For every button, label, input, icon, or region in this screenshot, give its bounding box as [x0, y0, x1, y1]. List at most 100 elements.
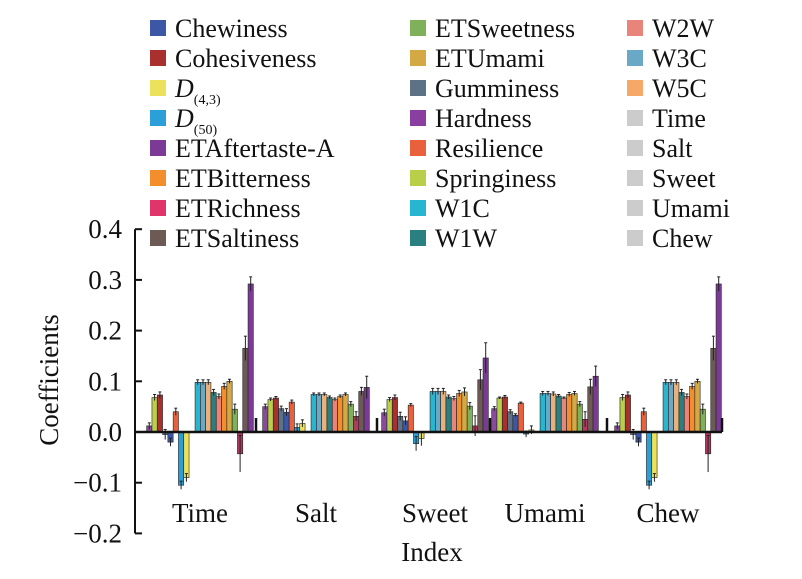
- bar-time: [205, 382, 212, 433]
- bar-time: [210, 392, 217, 433]
- legend-swatch: [627, 50, 643, 66]
- legend-swatch: [150, 20, 166, 36]
- bar-umami: [550, 393, 557, 433]
- bar-time: [183, 431, 190, 478]
- legend-label: Gumminess: [435, 74, 559, 103]
- bar-umami: [491, 408, 498, 433]
- legend-swatch: [410, 80, 426, 96]
- legend-label: Chewiness: [175, 14, 288, 43]
- legend-label: ETRichness: [175, 194, 301, 223]
- bar-umami: [507, 411, 514, 433]
- legend-swatch: [150, 230, 166, 246]
- legend-label: Chew: [652, 224, 713, 253]
- bar-sweet: [391, 397, 398, 433]
- x-tick-label: Chew: [637, 498, 700, 528]
- bar-time: [200, 382, 206, 433]
- legend-swatch: [150, 110, 166, 126]
- bars: [146, 276, 722, 490]
- legend-swatch: [627, 200, 643, 216]
- legend: ChewinessCohesivenessD(4,3)D(50)ETAftert…: [150, 14, 730, 253]
- bar-time: [221, 386, 228, 433]
- bar-umami: [545, 393, 551, 433]
- x-axis-label: Index: [401, 537, 463, 567]
- bar-salt: [272, 397, 279, 433]
- bar-umami: [566, 394, 573, 433]
- legend-label: ETSaltiness: [175, 224, 299, 253]
- legend-label: ETBitterness: [175, 164, 311, 193]
- y-tick-label: 0.4: [88, 214, 122, 244]
- y-tick-label: 0.1: [88, 366, 122, 396]
- bar-chew: [662, 382, 669, 433]
- legend-swatch: [627, 110, 643, 126]
- legend-swatch: [150, 200, 166, 216]
- bar-sweet: [407, 404, 414, 433]
- legend-label: W2W: [652, 14, 715, 43]
- bar-chew: [668, 382, 674, 433]
- bar-umami: [501, 396, 508, 433]
- bar-salt: [288, 401, 295, 433]
- legend-label: ETUmami: [435, 44, 545, 73]
- bar-time: [156, 394, 163, 433]
- bar-sweet: [450, 398, 457, 433]
- legend-label: Time: [652, 104, 706, 133]
- legend-swatch: [150, 50, 166, 66]
- legend-swatch: [627, 140, 643, 156]
- legend-label: D(50): [174, 104, 217, 138]
- legend-label: ETAftertaste-A: [175, 134, 335, 163]
- legend-label: W1W: [435, 224, 498, 253]
- legend-swatch: [410, 230, 426, 246]
- x-tick-label: Umami: [505, 498, 586, 528]
- bar-chew: [689, 386, 696, 433]
- bar-salt: [310, 394, 317, 433]
- bar-salt: [326, 397, 333, 433]
- bar-chew: [678, 392, 685, 433]
- y-tick-label: −0.2: [73, 518, 122, 548]
- y-tick-label: 0.0: [88, 417, 122, 447]
- bar-umami: [512, 414, 519, 433]
- legend-swatch: [410, 50, 426, 66]
- bar-salt: [316, 394, 322, 433]
- bar-umami: [555, 395, 562, 433]
- bar-sweet: [429, 391, 436, 433]
- bar-chew: [683, 396, 690, 433]
- bar-time: [215, 396, 222, 433]
- legend-swatch: [150, 170, 166, 186]
- y-tick-label: −0.1: [73, 468, 122, 498]
- bar-sweet: [461, 391, 468, 433]
- legend-label: ETSweetness: [435, 14, 575, 43]
- bar-chew: [673, 382, 680, 433]
- legend-swatch: [410, 110, 426, 126]
- bar-salt: [267, 399, 274, 433]
- legend-swatch: [410, 170, 426, 186]
- bar-umami: [576, 403, 583, 433]
- bar-umami: [517, 402, 524, 433]
- bar-sweet: [456, 393, 463, 433]
- legend-swatch: [627, 80, 643, 96]
- bar-time: [226, 380, 233, 433]
- bar-umami: [571, 393, 578, 433]
- bar-salt: [278, 408, 285, 433]
- legend-swatch: [410, 200, 426, 216]
- bar-chew: [694, 380, 701, 433]
- bar-sweet: [466, 405, 473, 433]
- legend-label: W1C: [435, 194, 490, 223]
- bar-sweet: [440, 391, 447, 433]
- bar-salt: [331, 399, 338, 433]
- legend-swatch: [627, 170, 643, 186]
- x-tick-label: Salt: [295, 498, 338, 528]
- legend-swatch: [627, 230, 643, 246]
- bar-time: [151, 397, 158, 433]
- bar-chew: [651, 431, 658, 478]
- y-axis-label: Coefficients: [34, 314, 64, 445]
- legend-label: Springiness: [435, 164, 556, 193]
- bar-time: [194, 382, 201, 433]
- axes: 0.4 0.3 0.2 0.1 0.0 −0.1 −0.2 Time Salt Sweet Umam…: [73, 214, 724, 548]
- y-tick-label: 0.3: [88, 265, 122, 295]
- legend-swatch: [150, 80, 166, 96]
- legend-label: Salt: [652, 134, 693, 163]
- legend-label: Cohesiveness: [175, 44, 317, 73]
- bar-salt: [337, 396, 344, 433]
- legend-label: Sweet: [652, 164, 716, 193]
- bar-chew: [624, 394, 631, 433]
